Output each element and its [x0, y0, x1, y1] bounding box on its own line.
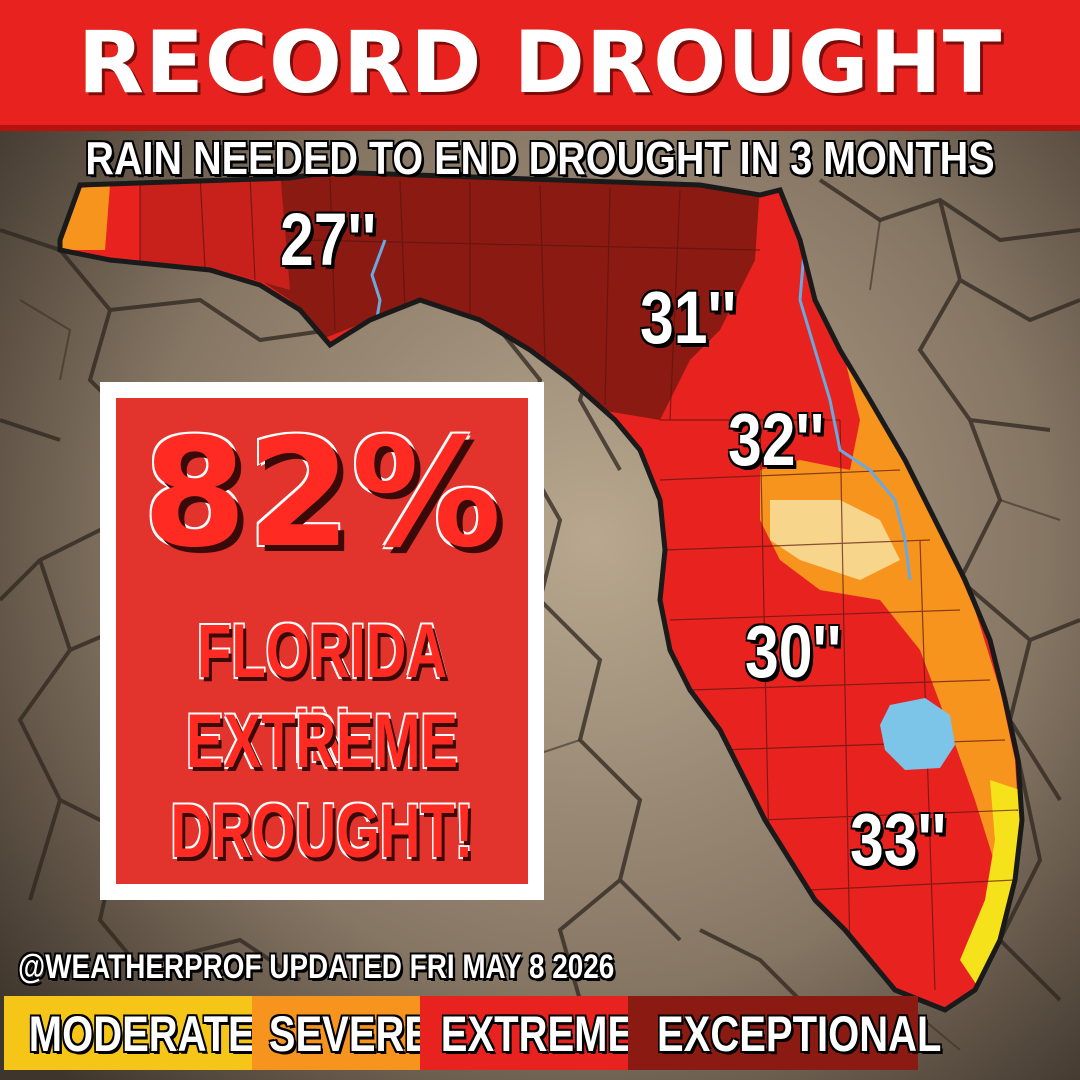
lake-okeechobee [880, 698, 955, 770]
legend-moderate-label: MODERATE [28, 1006, 255, 1062]
rain-label-panhandle: 27'' [280, 198, 377, 281]
stat-line-1: FLORIDA IN [197, 609, 447, 778]
st-johns-river [798, 239, 912, 581]
legend-exceptional: EXCEPTIONAL [628, 996, 942, 1070]
rain-label-central-florida: 32'' [728, 398, 825, 481]
headline-banner [0, 0, 1080, 131]
rain-label-south-florida: 33'' [850, 798, 947, 881]
rain-label-north-florida: 31'' [640, 276, 737, 359]
exceptional-zone [260, 172, 760, 420]
headline-title: RECORD DROUGHT [77, 13, 1003, 113]
moderate-center [770, 500, 900, 580]
rain-label-southwest-florida: 30'' [745, 610, 842, 693]
legend-moderate: MODERATE [4, 996, 255, 1070]
legend-extreme-label: EXTREME [440, 1006, 635, 1062]
drought-stat-panel: 82% FLORIDA IN EXTREME DROUGHT! [116, 398, 528, 884]
legend-severe-label: SEVERE [268, 1006, 432, 1062]
exceptional-panhandle [140, 172, 290, 290]
subtitle: RAIN NEEDED TO END DROUGHT IN 3 MONTHS [85, 132, 995, 184]
stat-line-2: EXTREME [186, 699, 458, 784]
drought-percent: 82% [142, 407, 502, 581]
legend-extreme: EXTREME [420, 996, 635, 1070]
stat-line-3: DROUGHT! [170, 789, 474, 874]
legend-severe: SEVERE [252, 996, 432, 1070]
credit-line: @WEATHERPROF UPDATED FRI MAY 8 2026 [18, 948, 615, 986]
severe-zone [760, 340, 1020, 880]
legend-exceptional-label: EXCEPTIONAL [657, 1006, 942, 1062]
drought-stat-box: 82% FLORIDA IN EXTREME DROUGHT! [100, 382, 544, 900]
